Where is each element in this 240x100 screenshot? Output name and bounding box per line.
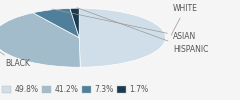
Wedge shape [33, 8, 79, 38]
Legend: 49.8%, 41.2%, 7.3%, 1.7%: 49.8%, 41.2%, 7.3%, 1.7% [0, 82, 152, 98]
Text: WHITE: WHITE [171, 4, 198, 35]
Wedge shape [0, 13, 80, 67]
Text: HISPANIC: HISPANIC [77, 8, 208, 54]
Wedge shape [70, 8, 79, 38]
Text: ASIAN: ASIAN [52, 9, 196, 41]
Text: BLACK: BLACK [0, 48, 30, 68]
Wedge shape [79, 8, 166, 67]
